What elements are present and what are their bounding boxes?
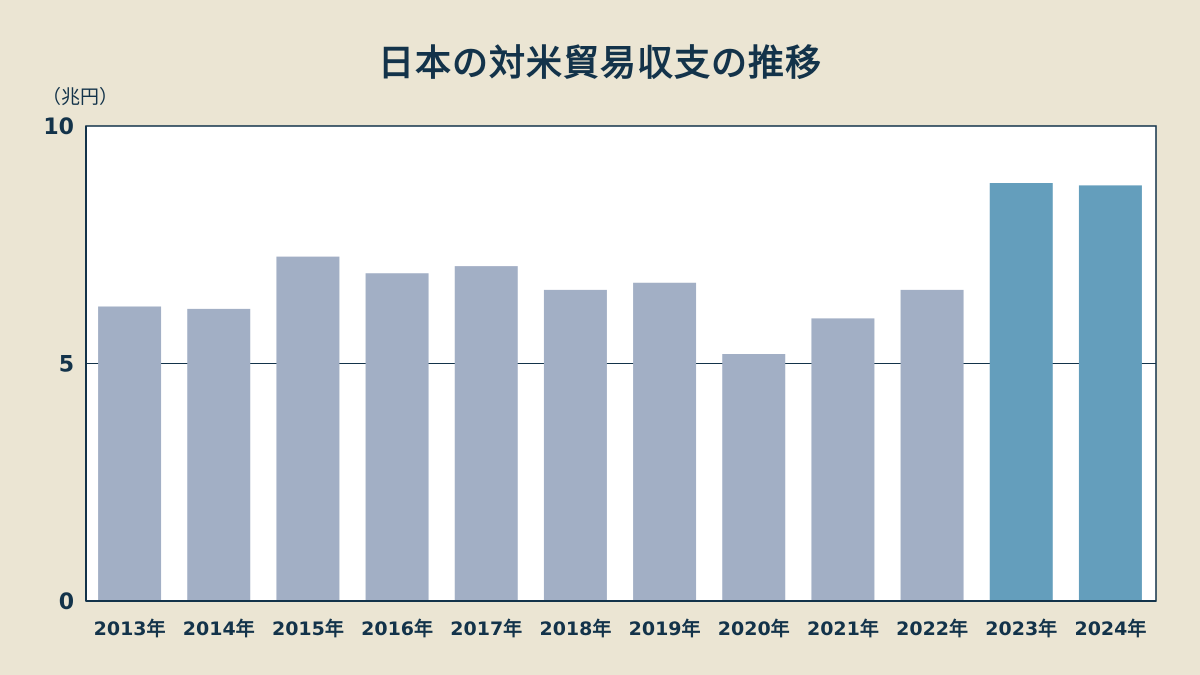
chart-title: 日本の対米貿易収支の推移 <box>377 43 822 84</box>
x-tick-label-10: 2022年 <box>896 617 968 640</box>
bar-6 <box>543 289 607 601</box>
bar-4 <box>365 273 429 601</box>
bars <box>98 183 1142 601</box>
bar-9 <box>811 318 875 601</box>
bar-8 <box>722 354 786 601</box>
x-tick-label-6: 2018年 <box>539 617 611 640</box>
x-tick-label-3: 2015年 <box>272 617 344 640</box>
bar-5 <box>454 266 518 601</box>
axes <box>85 126 1156 602</box>
bar-12 <box>1078 185 1142 601</box>
x-tick-label-8: 2020年 <box>718 617 790 640</box>
tick-labels: 0 5 10 2013年 2014年 2015年 2016年 2017年 2018年 2019年 2… <box>43 115 1146 640</box>
x-tick-label-9: 2021年 <box>807 617 879 640</box>
bar-11 <box>989 183 1053 601</box>
y-tick-label-0: 0 <box>59 590 74 615</box>
x-tick-label-5: 2017年 <box>450 617 522 640</box>
y-tick-label-10: 10 <box>43 115 74 140</box>
x-tick-label-1: 2013年 <box>94 617 166 640</box>
x-tick-label-7: 2019年 <box>629 617 701 640</box>
bar-2 <box>187 308 251 601</box>
x-tick-label-12: 2024年 <box>1074 617 1146 640</box>
bar-7 <box>633 282 697 601</box>
bar-1 <box>98 306 162 601</box>
y-tick-label-5: 5 <box>59 353 74 378</box>
x-tick-label-4: 2016年 <box>361 617 433 640</box>
x-tick-label-11: 2023年 <box>985 617 1057 640</box>
y-axis-unit-label: （兆円） <box>42 86 119 108</box>
bar-3 <box>276 256 340 601</box>
x-tick-label-2: 2014年 <box>183 617 255 640</box>
bar-10 <box>900 289 964 601</box>
